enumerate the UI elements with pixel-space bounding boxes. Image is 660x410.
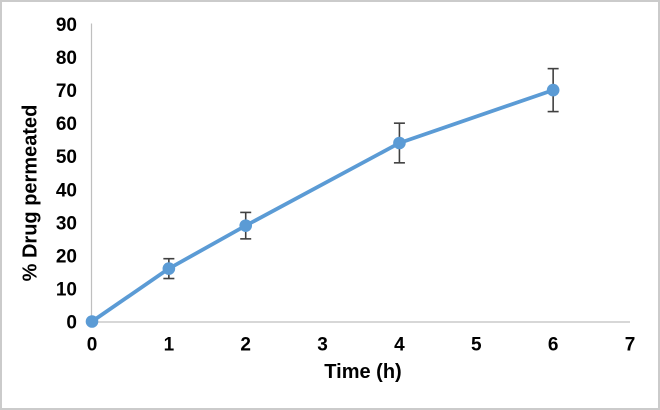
data-point-marker — [162, 262, 176, 275]
x-axis-title: Time (h) — [324, 361, 402, 383]
y-tick-label: 80 — [56, 48, 77, 69]
x-tick-label: 3 — [317, 335, 328, 356]
data-point-marker — [239, 219, 253, 232]
data-point-marker — [393, 136, 406, 150]
x-tick-label: 0 — [87, 335, 98, 356]
y-tick-label: 60 — [56, 114, 77, 135]
y-tick-label: 70 — [56, 81, 77, 102]
y-tick-label: 90 — [56, 15, 77, 36]
x-tick-label: 7 — [625, 335, 636, 356]
y-tick-label: 10 — [56, 279, 77, 300]
data-point-marker — [546, 83, 560, 97]
y-tick-label: 20 — [56, 246, 77, 267]
y-tick-label: 50 — [56, 147, 77, 168]
x-tick-label: 5 — [471, 335, 482, 356]
y-tick-label: 40 — [56, 180, 77, 201]
series-line — [90, 88, 556, 324]
x-tick-label: 1 — [164, 335, 175, 356]
data-point-marker — [85, 315, 99, 328]
x-tick-label: 2 — [240, 335, 251, 356]
y-tick-label: 0 — [66, 313, 77, 334]
y-axis-title: % Drug permeated — [19, 104, 42, 282]
x-tick-label: 6 — [548, 335, 559, 356]
y-tick-label: 30 — [56, 213, 77, 234]
x-tick-label: 4 — [394, 335, 405, 356]
